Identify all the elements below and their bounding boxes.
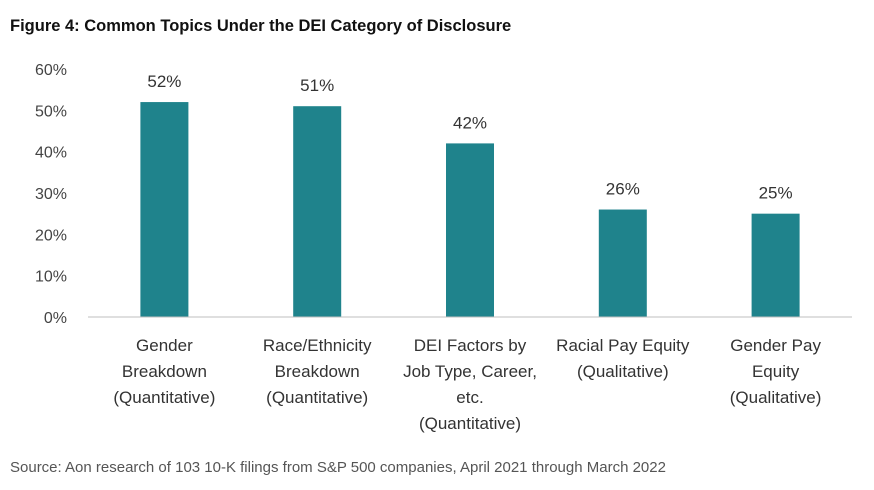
category-label: Job Type, Career, (403, 362, 537, 381)
data-label: 26% (606, 180, 640, 199)
category-labels: Gender Breakdown (Quantitative) Race/Ethnic… (113, 336, 821, 433)
category-label: (Quantitative) (419, 414, 521, 433)
y-tick-label: 50% (35, 103, 67, 120)
category-label: Equity (752, 362, 800, 381)
category-label: (Qualitative) (730, 388, 822, 407)
source-note: Source: Aon research of 103 10-K filings… (10, 459, 666, 476)
y-tick-label: 30% (35, 186, 67, 203)
data-labels: 52% 51% 42% 26% 25% (147, 72, 792, 203)
category-label: Gender Pay (730, 336, 821, 355)
bar (140, 102, 189, 317)
y-axis: 0% 10% 20% 30% 40% 50% 60% (35, 62, 67, 327)
figure-title: Figure 4: Common Topics Under the DEI Ca… (10, 17, 512, 35)
bar (598, 209, 647, 317)
category-label: (Quantitative) (266, 388, 368, 407)
bar-chart: 0% 10% 20% 30% 40% 50% 60% 52% 51% 42% 26% 25% Gen… (35, 62, 852, 433)
category-label: Breakdown (275, 362, 360, 381)
data-label: 42% (453, 113, 487, 132)
y-tick-label: 20% (35, 227, 67, 244)
category-label: Gender (136, 336, 193, 355)
y-tick-label: 10% (35, 269, 67, 286)
category-label: (Quantitative) (113, 388, 215, 407)
bar (293, 106, 342, 317)
bar (446, 143, 494, 317)
category-label: (Qualitative) (577, 362, 669, 381)
category-label: Racial Pay Equity (556, 336, 690, 355)
category-label: Breakdown (122, 362, 207, 381)
y-tick-label: 60% (35, 62, 67, 79)
y-tick-label: 0% (44, 310, 67, 327)
data-label: 52% (147, 72, 181, 91)
category-label: Race/Ethnicity (263, 336, 372, 355)
data-label: 51% (300, 76, 334, 95)
category-label: DEI Factors by (414, 336, 527, 355)
y-tick-label: 40% (35, 145, 67, 162)
bars (140, 102, 800, 317)
category-label: etc. (456, 388, 483, 407)
bar (751, 213, 800, 317)
data-label: 25% (759, 184, 793, 203)
